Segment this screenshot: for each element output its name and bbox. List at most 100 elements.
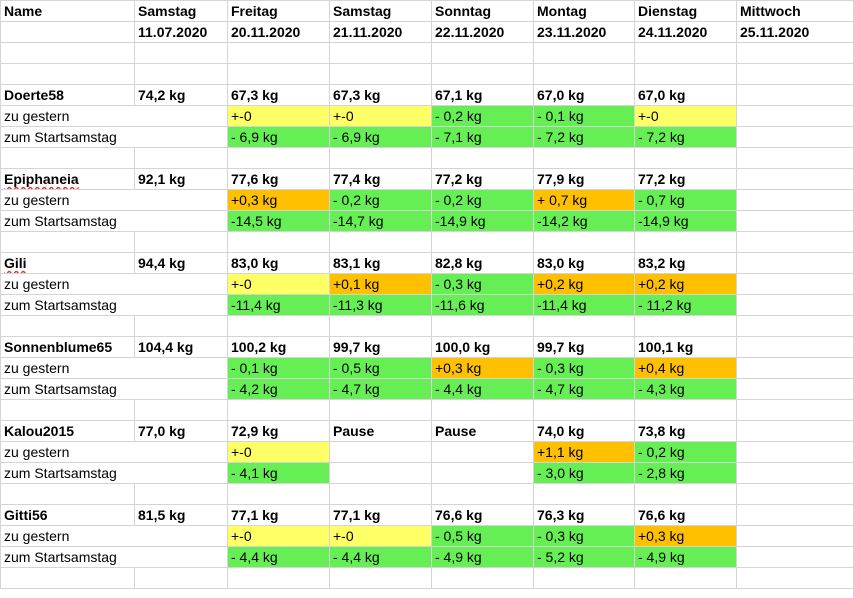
header-date[interactable]: 11.07.2020 (134, 21, 228, 43)
empty-cell[interactable] (736, 441, 853, 463)
empty-cell[interactable] (533, 147, 635, 169)
person-name[interactable]: Sonnenblume65 (0, 336, 135, 358)
row-label-yesterday[interactable]: zu gestern (0, 357, 228, 379)
header-day[interactable]: Samstag (329, 0, 432, 22)
diff-yesterday-cell[interactable]: +0,3 kg (431, 357, 534, 379)
diff-yesterday-cell[interactable]: - 0,5 kg (329, 357, 432, 379)
empty-cell[interactable] (329, 147, 432, 169)
empty-cell[interactable] (134, 315, 228, 337)
empty-cell[interactable] (0, 399, 135, 421)
empty-cell[interactable] (736, 126, 853, 148)
diff-yesterday-cell[interactable]: - 0,5 kg (431, 525, 534, 547)
empty-cell[interactable] (0, 21, 135, 43)
empty-cell[interactable] (736, 504, 853, 526)
diff-start-cell[interactable]: - 7,1 kg (431, 126, 534, 148)
diff-start-cell[interactable]: - 6,9 kg (227, 126, 330, 148)
empty-cell[interactable] (736, 210, 853, 232)
empty-cell[interactable] (634, 399, 737, 421)
diff-yesterday-cell[interactable]: +-0 (227, 525, 330, 547)
empty-cell[interactable] (736, 525, 853, 547)
empty-cell[interactable] (533, 63, 635, 85)
start-weight[interactable]: 94,4 kg (134, 252, 228, 274)
diff-start-cell[interactable]: - 4,2 kg (227, 378, 330, 400)
empty-cell[interactable] (736, 105, 853, 127)
diff-start-cell[interactable]: - 7,2 kg (634, 126, 737, 148)
header-name[interactable]: Name (0, 0, 135, 22)
empty-cell[interactable] (134, 42, 228, 64)
empty-cell[interactable] (431, 63, 534, 85)
header-date[interactable]: 21.11.2020 (329, 21, 432, 43)
empty-cell[interactable] (736, 84, 853, 106)
empty-cell[interactable] (134, 63, 228, 85)
start-weight[interactable]: 77,0 kg (134, 420, 228, 442)
empty-cell[interactable] (736, 42, 853, 64)
weight-cell[interactable]: 77,4 kg (329, 168, 432, 190)
weight-cell[interactable]: 77,6 kg (227, 168, 330, 190)
empty-cell[interactable] (329, 315, 432, 337)
empty-cell[interactable] (634, 567, 737, 589)
diff-start-cell[interactable]: -11,4 kg (227, 294, 330, 316)
diff-start-cell[interactable]: -14,2 kg (533, 210, 635, 232)
weight-cell[interactable]: 77,9 kg (533, 168, 635, 190)
diff-yesterday-cell[interactable]: - 0,3 kg (533, 357, 635, 379)
diff-yesterday-cell[interactable]: +-0 (329, 525, 432, 547)
diff-start-cell[interactable]: -11,3 kg (329, 294, 432, 316)
diff-yesterday-cell[interactable]: - 0,3 kg (431, 273, 534, 295)
diff-start-cell[interactable] (329, 462, 432, 484)
diff-start-cell[interactable]: - 2,8 kg (634, 462, 737, 484)
empty-cell[interactable] (329, 42, 432, 64)
diff-start-cell[interactable]: -11,6 kg (431, 294, 534, 316)
diff-start-cell[interactable]: - 4,4 kg (329, 546, 432, 568)
person-name[interactable]: Gitti56 (0, 504, 135, 526)
empty-cell[interactable] (736, 378, 853, 400)
diff-start-cell[interactable]: - 4,1 kg (227, 462, 330, 484)
empty-cell[interactable] (634, 315, 737, 337)
diff-start-cell[interactable]: - 11,2 kg (634, 294, 737, 316)
header-day[interactable]: Freitag (227, 0, 330, 22)
empty-cell[interactable] (227, 231, 330, 253)
diff-yesterday-cell[interactable]: + 0,7 kg (533, 189, 635, 211)
empty-cell[interactable] (0, 567, 135, 589)
header-day[interactable]: Dienstag (634, 0, 737, 22)
weight-cell[interactable]: 83,1 kg (329, 252, 432, 274)
weight-cell[interactable]: 76,6 kg (634, 504, 737, 526)
empty-cell[interactable] (736, 483, 853, 505)
diff-start-cell[interactable]: - 7,2 kg (533, 126, 635, 148)
weight-cell[interactable]: 74,0 kg (533, 420, 635, 442)
empty-cell[interactable] (533, 567, 635, 589)
empty-cell[interactable] (0, 63, 135, 85)
empty-cell[interactable] (431, 399, 534, 421)
weight-cell[interactable]: 77,1 kg (227, 504, 330, 526)
weight-cell[interactable]: 99,7 kg (533, 336, 635, 358)
empty-cell[interactable] (227, 483, 330, 505)
diff-yesterday-cell[interactable]: +-0 (227, 441, 330, 463)
empty-cell[interactable] (736, 147, 853, 169)
empty-cell[interactable] (0, 42, 135, 64)
diff-start-cell[interactable]: -14,9 kg (634, 210, 737, 232)
diff-yesterday-cell[interactable]: - 0,2 kg (329, 189, 432, 211)
header-date[interactable]: 25.11.2020 (736, 21, 853, 43)
empty-cell[interactable] (227, 147, 330, 169)
empty-cell[interactable] (736, 567, 853, 589)
empty-cell[interactable] (431, 147, 534, 169)
row-label-yesterday[interactable]: zu gestern (0, 105, 228, 127)
diff-start-cell[interactable]: - 3,0 kg (533, 462, 635, 484)
empty-cell[interactable] (431, 315, 534, 337)
empty-cell[interactable] (431, 231, 534, 253)
empty-cell[interactable] (134, 483, 228, 505)
empty-cell[interactable] (736, 63, 853, 85)
weight-cell[interactable]: 72,9 kg (227, 420, 330, 442)
empty-cell[interactable] (329, 231, 432, 253)
weight-cell[interactable]: 82,8 kg (431, 252, 534, 274)
diff-start-cell[interactable]: -14,7 kg (329, 210, 432, 232)
empty-cell[interactable] (533, 315, 635, 337)
empty-cell[interactable] (134, 231, 228, 253)
empty-cell[interactable] (227, 567, 330, 589)
row-label-start[interactable]: zum Startsamstag (0, 546, 228, 568)
row-label-yesterday[interactable]: zu gestern (0, 273, 228, 295)
row-label-yesterday[interactable]: zu gestern (0, 189, 228, 211)
row-label-start[interactable]: zum Startsamstag (0, 294, 228, 316)
empty-cell[interactable] (634, 63, 737, 85)
empty-cell[interactable] (634, 483, 737, 505)
diff-start-cell[interactable]: - 4,4 kg (227, 546, 330, 568)
